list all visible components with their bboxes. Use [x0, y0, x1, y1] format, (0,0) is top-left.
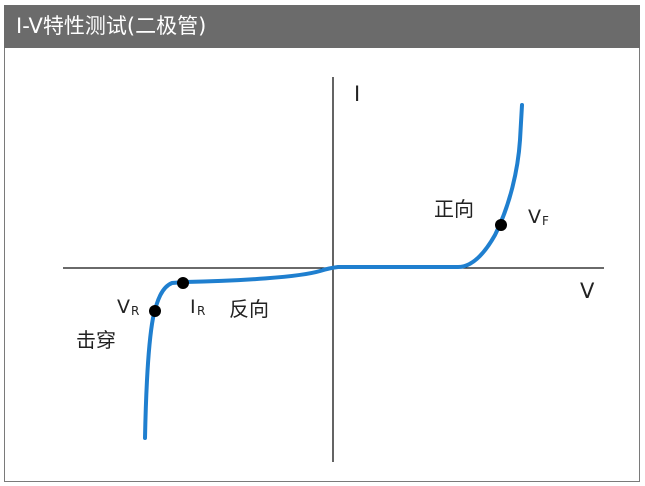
vr-label: V [117, 296, 130, 318]
y-axis-label: I [354, 82, 360, 106]
vf-point [495, 219, 507, 231]
vf-label: V [528, 206, 541, 228]
vr-point [149, 305, 161, 317]
reverse-label: 反向 [229, 297, 269, 321]
iv-curve [143, 103, 524, 440]
vr-subscript: R [131, 304, 139, 318]
ir-label: I [190, 296, 196, 318]
page-title: I-V特性测试(二极管) [4, 5, 640, 48]
x-axis-label: V [580, 279, 595, 303]
forward-label: 正向 [434, 197, 474, 221]
vf-subscript: F [542, 214, 549, 228]
breakdown-label: 击穿 [76, 328, 116, 352]
ir-point [177, 277, 189, 289]
ir-subscript: R [197, 304, 205, 318]
